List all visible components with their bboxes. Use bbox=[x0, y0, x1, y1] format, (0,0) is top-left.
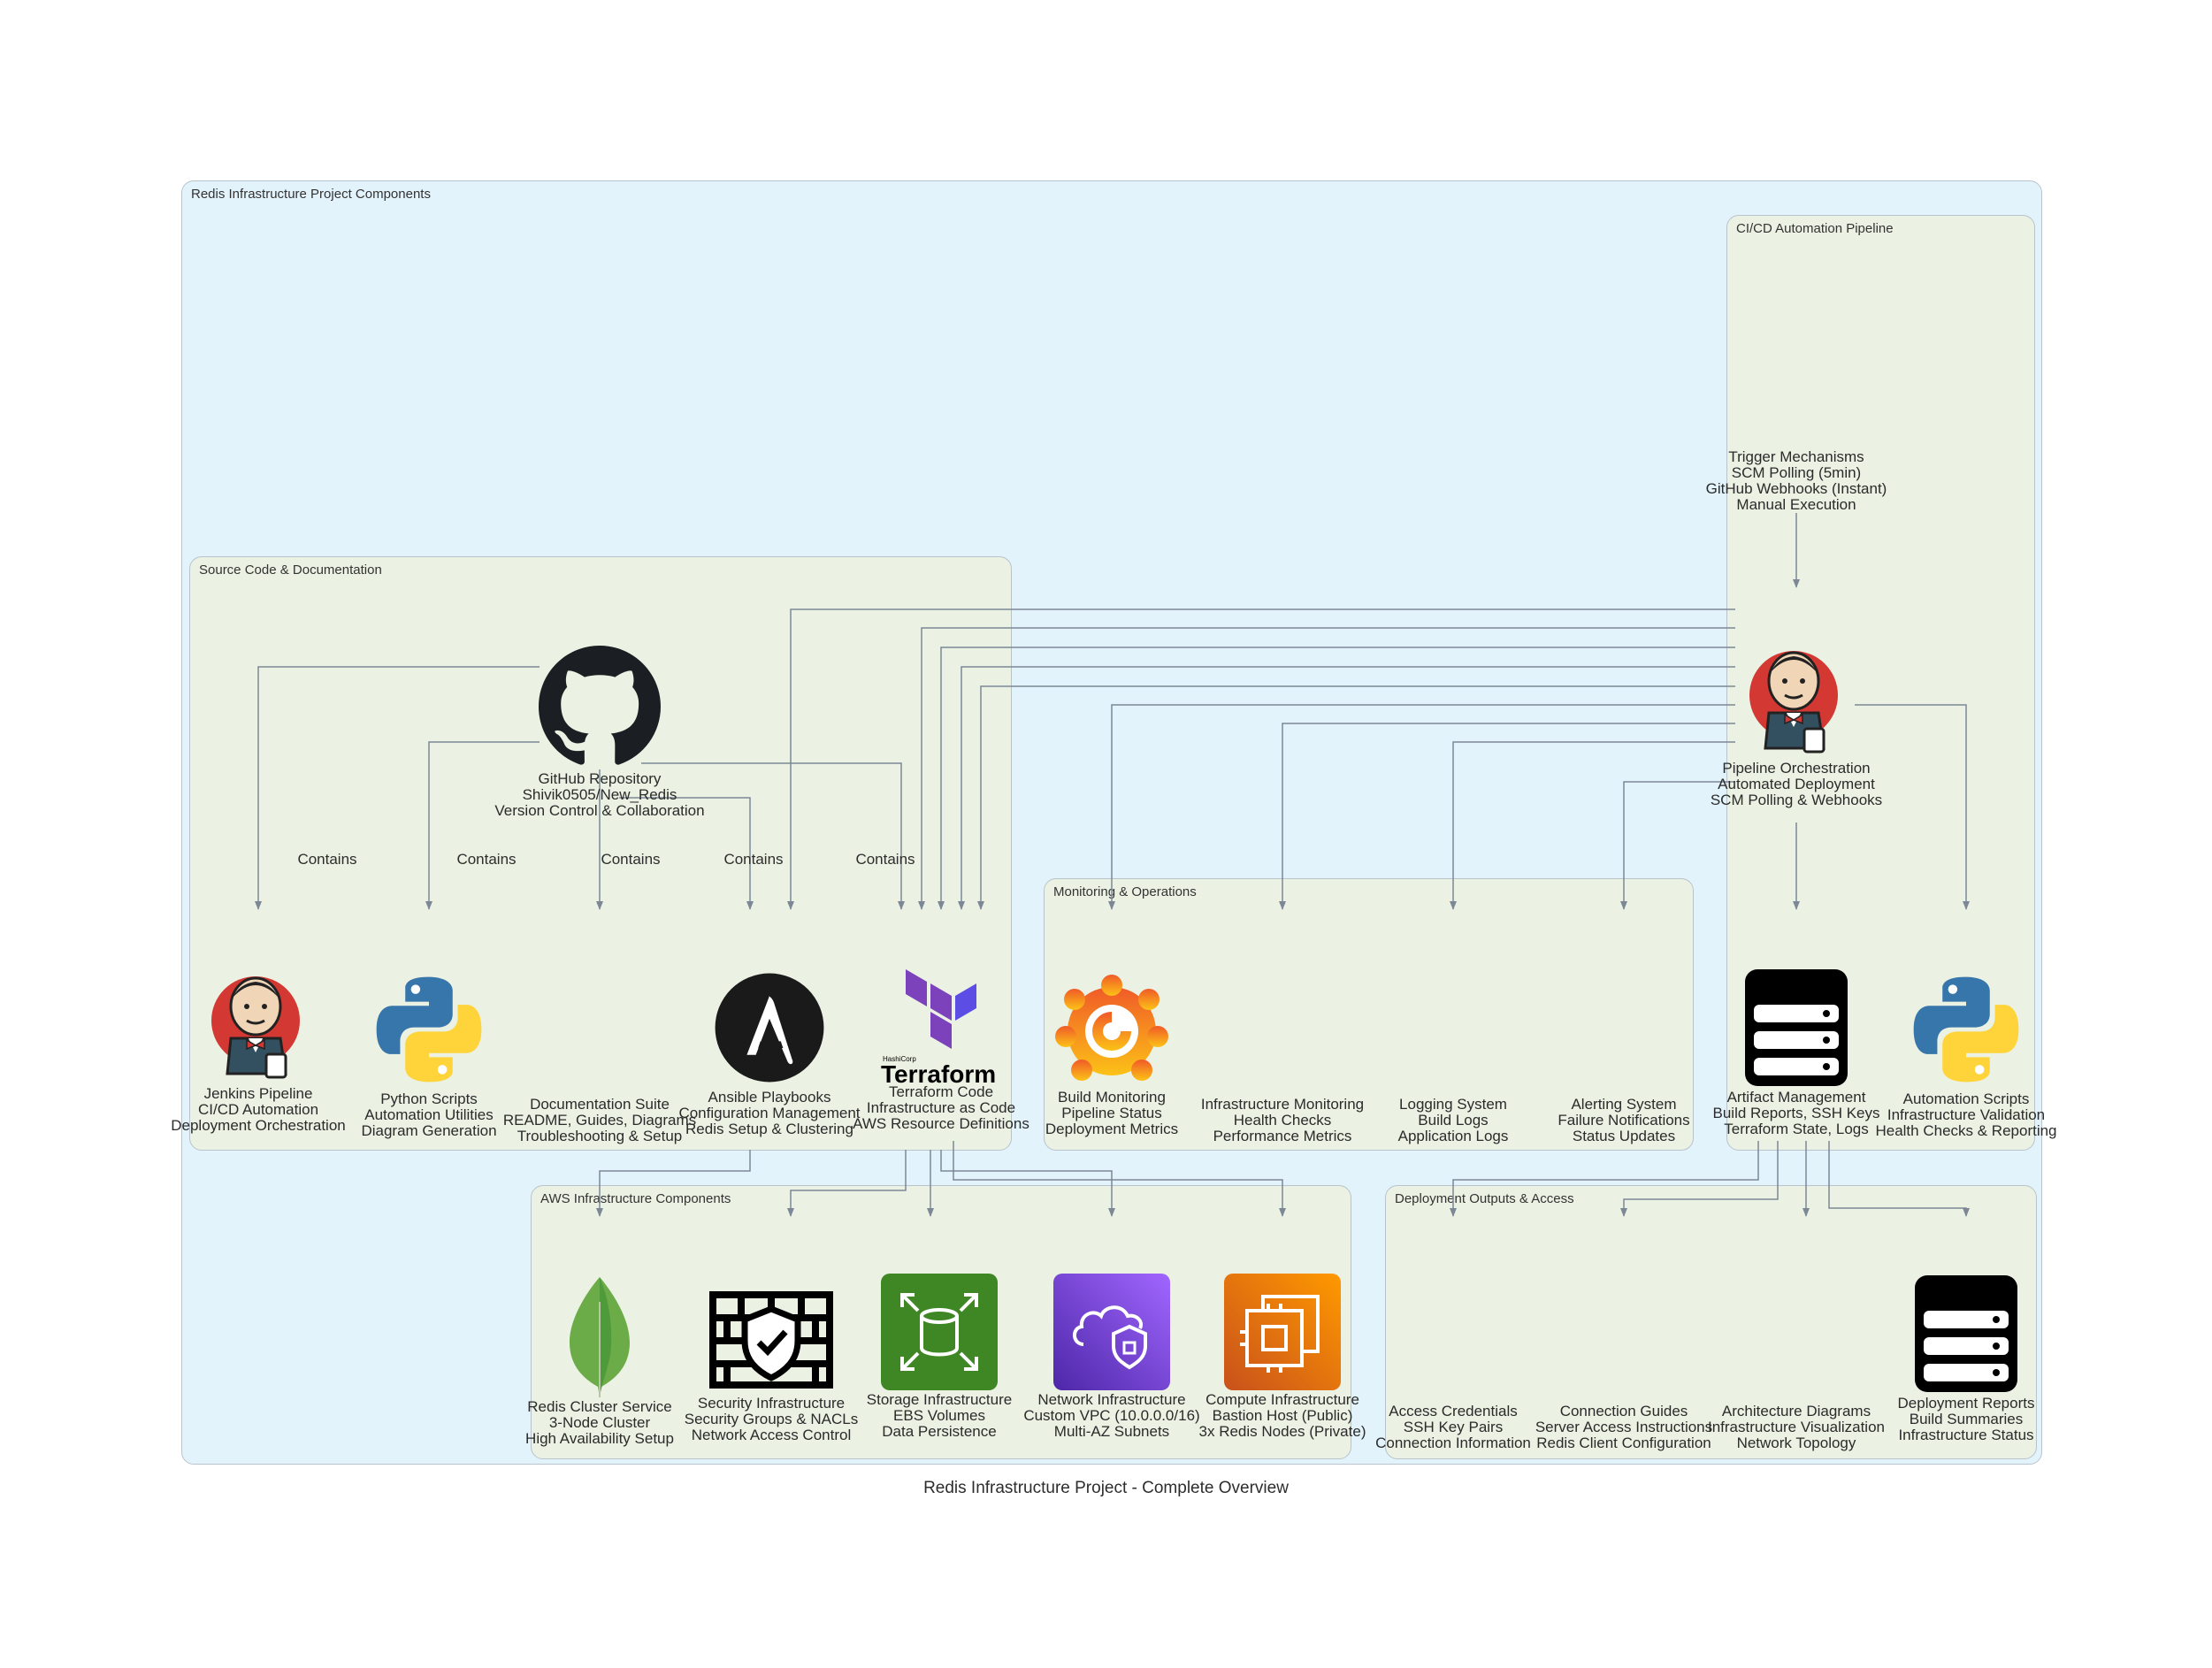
edge-label-contains: Contains bbox=[601, 851, 661, 868]
ansible-icon bbox=[715, 973, 824, 1083]
grafana-icon bbox=[1055, 975, 1168, 1081]
node-python-scripts: Python Scripts Automation Utilities Diag… bbox=[296, 973, 562, 1139]
node-label: Logging System Build Logs Application Lo… bbox=[1397, 1096, 1509, 1144]
storage-icon bbox=[1745, 969, 1848, 1086]
terraform-brand: Terraform bbox=[881, 1060, 996, 1088]
node-label: Deployment Reports Build Summaries Infra… bbox=[1897, 1395, 2035, 1443]
node-label: Security Infrastructure Security Groups … bbox=[684, 1395, 859, 1443]
python-icon bbox=[376, 976, 482, 1083]
node-logging-system: Logging System Build Logs Application Lo… bbox=[1320, 1097, 1586, 1144]
mongodb-leaf-icon bbox=[570, 1277, 630, 1397]
ec2-icon bbox=[1224, 1274, 1341, 1390]
node-label: Python Scripts Automation Utilities Diag… bbox=[361, 1090, 497, 1139]
cluster-label: Monitoring & Operations bbox=[1053, 884, 1197, 899]
vpc-icon bbox=[1053, 1274, 1170, 1390]
terraform-icon: HashiCorp Terraform bbox=[881, 969, 996, 1088]
node-label: Connection Guides Server Access Instruct… bbox=[1535, 1403, 1713, 1451]
node-label: Artifact Management Build Reports, SSH K… bbox=[1712, 1089, 1880, 1137]
node-network-infrastructure: Network Infrastructure Custom VPC (10.0.… bbox=[979, 1272, 1244, 1440]
edge-label-contains: Contains bbox=[297, 851, 357, 868]
edge-label-contains: Contains bbox=[723, 851, 784, 868]
node-build-monitoring: Build Monitoring Pipeline Status Deploym… bbox=[979, 966, 1244, 1137]
node-alerting-system: Alerting System Failure Notifications St… bbox=[1491, 1097, 1757, 1144]
node-architecture-diagrams: Architecture Diagrams Infrastructure Vis… bbox=[1664, 1404, 1929, 1451]
edge-label-contains: Contains bbox=[855, 851, 915, 868]
node-jenkins-pipeline: Jenkins Pipeline CI/CD Automation Deploy… bbox=[126, 968, 391, 1134]
github-icon bbox=[539, 646, 661, 765]
node-label: Alerting System Failure Notifications St… bbox=[1558, 1096, 1690, 1144]
node-pipeline-orchestration: Pipeline Orchestration Automated Deploym… bbox=[1664, 642, 1929, 808]
node-deployment-reports: Deployment Reports Build Summaries Infra… bbox=[1833, 1272, 2099, 1443]
cluster-label: Source Code & Documentation bbox=[199, 562, 382, 578]
node-artifact-management: Artifact Management Build Reports, SSH K… bbox=[1664, 966, 1929, 1137]
node-label: Compute Infrastructure Bastion Host (Pub… bbox=[1198, 1391, 1366, 1440]
cluster-label: CI/CD Automation Pipeline bbox=[1736, 221, 1894, 236]
node-storage-infrastructure: Storage Infrastructure EBS Volumes Data … bbox=[807, 1272, 1072, 1440]
python-icon bbox=[1913, 976, 2019, 1083]
node-connection-guides: Connection Guides Server Access Instruct… bbox=[1491, 1404, 1757, 1451]
node-label: Network Infrastructure Custom VPC (10.0.… bbox=[1023, 1391, 1200, 1440]
node-infrastructure-monitoring: Infrastructure Monitoring Health Checks … bbox=[1150, 1097, 1415, 1144]
cluster-label: Deployment Outputs & Access bbox=[1395, 1191, 1574, 1206]
node-redis-cluster-service: Redis Cluster Service 3-Node Cluster Hig… bbox=[467, 1275, 732, 1447]
node-label: Pipeline Orchestration Automated Deploym… bbox=[1710, 760, 1883, 808]
node-trigger-mechanisms: Trigger Mechanisms SCM Polling (5min) Gi… bbox=[1664, 449, 1929, 513]
node-github-repository: GitHub Repository Shivik0505/New_Redis V… bbox=[467, 646, 732, 819]
cluster-label: Redis Infrastructure Project Components bbox=[191, 187, 431, 202]
node-documentation-suite: Documentation Suite README, Guides, Diag… bbox=[467, 1097, 732, 1144]
jenkins-icon bbox=[1749, 651, 1838, 754]
node-label: Terraform Code Infrastructure as Code AW… bbox=[853, 1083, 1029, 1132]
node-security-infrastructure: Security Infrastructure Security Groups … bbox=[639, 1291, 904, 1443]
node-label: Infrastructure Monitoring Health Checks … bbox=[1200, 1096, 1365, 1144]
diagram-title: Redis Infrastructure Project - Complete … bbox=[923, 1479, 1289, 1497]
node-label: Documentation Suite README, Guides, Diag… bbox=[502, 1096, 697, 1144]
node-label: Trigger Mechanisms SCM Polling (5min) Gi… bbox=[1705, 448, 1887, 513]
node-automation-scripts: Automation Scripts Infrastructure Valida… bbox=[1833, 973, 2099, 1139]
storage-icon bbox=[1915, 1275, 2017, 1392]
edge-label-contains: Contains bbox=[456, 851, 517, 868]
node-ansible-playbooks: Ansible Playbooks Configuration Manageme… bbox=[637, 971, 902, 1137]
terraform-brand-small: HashiCorp bbox=[883, 1055, 916, 1063]
jenkins-icon bbox=[211, 976, 300, 1079]
node-label: GitHub Repository Shivik0505/New_Redis V… bbox=[494, 770, 705, 819]
node-label: Jenkins Pipeline CI/CD Automation Deploy… bbox=[171, 1085, 346, 1134]
firewall-icon bbox=[709, 1291, 833, 1389]
node-label: Access Credentials SSH Key Pairs Connect… bbox=[1375, 1403, 1531, 1451]
node-label: Ansible Playbooks Configuration Manageme… bbox=[678, 1089, 861, 1137]
node-label: Redis Cluster Service 3-Node Cluster Hig… bbox=[525, 1398, 674, 1447]
node-label: Storage Infrastructure EBS Volumes Data … bbox=[866, 1391, 1013, 1440]
node-label: Architecture Diagrams Infrastructure Vis… bbox=[1707, 1403, 1885, 1451]
ebs-icon bbox=[881, 1274, 998, 1390]
node-access-credentials: Access Credentials SSH Key Pairs Connect… bbox=[1320, 1404, 1586, 1451]
node-label: Build Monitoring Pipeline Status Deploym… bbox=[1045, 1089, 1179, 1137]
node-compute-infrastructure: Compute Infrastructure Bastion Host (Pub… bbox=[1150, 1272, 1415, 1440]
cluster-label: AWS Infrastructure Components bbox=[540, 1191, 731, 1206]
node-terraform-code: HashiCorp Terraform Terraform Code Infra… bbox=[808, 966, 1074, 1132]
node-label: Automation Scripts Infrastructure Valida… bbox=[1875, 1090, 2057, 1139]
